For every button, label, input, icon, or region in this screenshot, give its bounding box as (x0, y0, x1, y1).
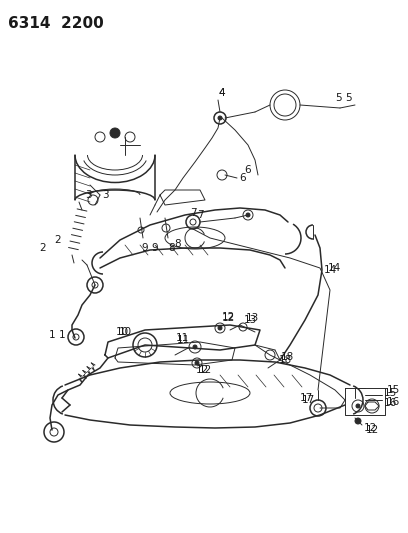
Circle shape (355, 418, 361, 424)
Circle shape (356, 404, 360, 408)
Text: 4: 4 (219, 88, 225, 98)
Text: 3: 3 (85, 190, 91, 200)
Text: 8: 8 (175, 239, 181, 249)
Text: 10: 10 (115, 327, 129, 337)
Circle shape (193, 345, 197, 349)
Text: 12: 12 (222, 313, 235, 323)
Text: 6: 6 (245, 165, 251, 175)
Text: 13: 13 (244, 315, 257, 325)
Text: 9: 9 (142, 243, 149, 253)
Circle shape (110, 128, 120, 138)
Text: 5: 5 (345, 93, 351, 103)
Text: 9: 9 (152, 243, 158, 253)
Text: 14: 14 (327, 263, 341, 273)
Text: 15: 15 (384, 388, 397, 398)
Text: 6: 6 (239, 173, 246, 183)
Text: 2: 2 (40, 243, 47, 253)
Text: 2: 2 (55, 235, 61, 245)
Text: 1: 1 (49, 330, 55, 340)
Text: 12: 12 (364, 423, 377, 433)
Text: 7: 7 (190, 208, 196, 218)
Text: 11: 11 (175, 333, 188, 343)
Text: 13: 13 (245, 313, 259, 323)
Text: 1: 1 (59, 330, 65, 340)
Circle shape (195, 361, 199, 365)
Circle shape (218, 326, 222, 330)
Text: 4: 4 (219, 88, 225, 98)
Text: 7: 7 (197, 210, 203, 220)
Text: 16: 16 (384, 398, 397, 408)
Text: 5: 5 (335, 93, 341, 103)
Text: 6314  2200: 6314 2200 (8, 16, 104, 31)
Text: 17: 17 (299, 393, 313, 403)
Text: 17: 17 (302, 395, 315, 405)
Text: 10: 10 (118, 327, 131, 337)
Text: 12: 12 (222, 312, 235, 322)
Text: 12: 12 (366, 425, 379, 435)
Text: 12: 12 (195, 365, 208, 375)
Text: 15: 15 (386, 385, 399, 395)
Text: 18: 18 (278, 355, 292, 365)
Text: 12: 12 (198, 365, 212, 375)
Circle shape (218, 116, 222, 120)
Text: 8: 8 (169, 243, 175, 253)
Text: 14: 14 (324, 265, 337, 275)
Text: 16: 16 (386, 397, 399, 407)
Circle shape (246, 213, 250, 217)
Text: 18: 18 (280, 352, 294, 362)
Text: 3: 3 (102, 190, 108, 200)
Text: 11: 11 (176, 335, 190, 345)
